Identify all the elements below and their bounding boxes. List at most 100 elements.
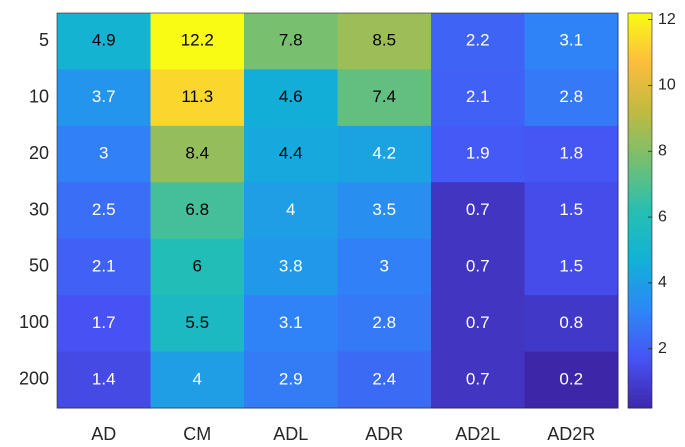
heatmap-cell bbox=[57, 351, 151, 409]
colorbar-segment bbox=[628, 246, 652, 251]
colorbar-segment bbox=[628, 118, 652, 123]
colorbar-segment bbox=[628, 365, 652, 369]
colorbar-segment bbox=[628, 180, 652, 185]
heatmap-cell bbox=[57, 295, 151, 353]
colorbar-segment bbox=[628, 22, 652, 27]
colorbar-segment bbox=[628, 65, 652, 70]
heatmap-cell bbox=[524, 182, 619, 240]
heatmap-cell bbox=[431, 13, 525, 70]
colorbar-segment bbox=[628, 42, 652, 47]
cell-label: 3 bbox=[99, 144, 108, 163]
colorbar-segment bbox=[628, 240, 652, 244]
cell-label: 4.6 bbox=[279, 87, 303, 106]
colorbar-segment bbox=[628, 286, 652, 290]
cell-label: 4 bbox=[286, 200, 295, 219]
heatmap-cell bbox=[150, 125, 245, 183]
colorbar-segment bbox=[628, 381, 652, 386]
colorbar-segment bbox=[628, 226, 652, 231]
heatmap-cell bbox=[337, 182, 432, 240]
colorbar-segment bbox=[628, 131, 652, 136]
colorbar-segment bbox=[628, 203, 652, 208]
colorbar-segment bbox=[628, 299, 652, 304]
cell-label: 2.2 bbox=[466, 31, 490, 50]
heatmap-cell bbox=[150, 13, 245, 70]
colorbar-segment bbox=[628, 154, 652, 159]
colorbar-segment bbox=[628, 243, 652, 248]
colorbar-segment bbox=[628, 312, 652, 317]
cell-label: 0.7 bbox=[466, 369, 490, 388]
cell-label: 3.7 bbox=[92, 87, 116, 106]
colorbar-segment bbox=[628, 207, 652, 211]
cell-label: 2.1 bbox=[466, 87, 490, 106]
colorbar-segment bbox=[628, 309, 652, 314]
cell-label: 5.5 bbox=[185, 313, 209, 332]
x-tick-label: AD2L bbox=[455, 424, 500, 444]
colorbar-segment bbox=[628, 190, 652, 195]
colorbar-segment bbox=[628, 147, 652, 152]
heatmap-cell bbox=[524, 238, 619, 296]
colorbar-segment bbox=[628, 194, 652, 198]
colorbar-segment bbox=[628, 29, 652, 34]
colorbar-segment bbox=[628, 85, 652, 90]
heatmap-cell bbox=[244, 238, 338, 296]
x-tick-label: ADR bbox=[365, 424, 403, 444]
colorbar-segment bbox=[628, 256, 652, 261]
heatmap-cell bbox=[57, 125, 151, 183]
cell-label: 1.4 bbox=[92, 369, 116, 388]
colorbar-segment bbox=[628, 296, 652, 300]
cell-label: 3.5 bbox=[372, 200, 396, 219]
heatmap-cell bbox=[150, 295, 245, 353]
colorbar-segment bbox=[628, 174, 652, 179]
cell-label: 1.9 bbox=[466, 144, 490, 163]
colorbar-segment bbox=[628, 75, 652, 80]
colorbar-segment bbox=[628, 253, 652, 258]
colorbar-segment bbox=[628, 230, 652, 235]
heatmap-cell bbox=[244, 69, 338, 127]
heatmap-cell bbox=[337, 69, 432, 127]
heatmap-cell bbox=[244, 295, 338, 353]
colorbar-segment bbox=[628, 115, 652, 119]
colorbar-segment bbox=[628, 282, 652, 287]
colorbar-segment bbox=[628, 236, 652, 241]
colorbar-segment bbox=[628, 394, 652, 399]
colorbar-segment bbox=[628, 361, 652, 366]
colorbar-segment bbox=[628, 279, 652, 284]
colorbar-segment bbox=[628, 101, 652, 106]
cell-label: 4.9 bbox=[92, 31, 116, 50]
heatmap-cell bbox=[524, 69, 619, 127]
x-tick-label: AD bbox=[91, 424, 116, 444]
colorbar-segment bbox=[628, 335, 652, 340]
heatmap-cell bbox=[150, 182, 245, 240]
heatmap-cell bbox=[57, 13, 151, 70]
colorbar-segment bbox=[628, 197, 652, 202]
colorbar-tick-label: 2 bbox=[658, 340, 667, 357]
cell-label: 4 bbox=[193, 369, 202, 388]
colorbar-segment bbox=[628, 32, 652, 37]
cell-label: 1.7 bbox=[92, 313, 116, 332]
cell-label: 11.3 bbox=[181, 87, 213, 106]
cell-label: 2.4 bbox=[372, 369, 396, 388]
cell-label: 2.8 bbox=[559, 87, 583, 106]
heatmap-cell bbox=[337, 295, 432, 353]
heatmap-cell bbox=[431, 182, 525, 240]
colorbar-segment bbox=[628, 223, 652, 228]
heatmap-cell bbox=[431, 351, 525, 409]
heatmap-cell bbox=[431, 238, 525, 296]
heatmap-cell bbox=[57, 238, 151, 296]
heatmap-cell bbox=[524, 125, 619, 183]
colorbar-segment bbox=[628, 108, 652, 113]
colorbar-segment bbox=[628, 62, 652, 67]
colorbar-segment bbox=[628, 322, 652, 327]
colorbar-segment bbox=[628, 378, 652, 383]
colorbar-segment bbox=[628, 332, 652, 337]
cell-label: 6.8 bbox=[185, 200, 209, 219]
x-tick-label: AD2R bbox=[547, 424, 595, 444]
colorbar-segment bbox=[628, 329, 652, 333]
colorbar-border bbox=[627, 12, 653, 409]
cell-label: 0.7 bbox=[466, 200, 490, 219]
colorbar-segment bbox=[628, 289, 652, 294]
colorbar-tick-label: 10 bbox=[658, 77, 676, 94]
cell-label: 4.4 bbox=[279, 144, 303, 163]
colorbar-segment bbox=[628, 273, 652, 277]
